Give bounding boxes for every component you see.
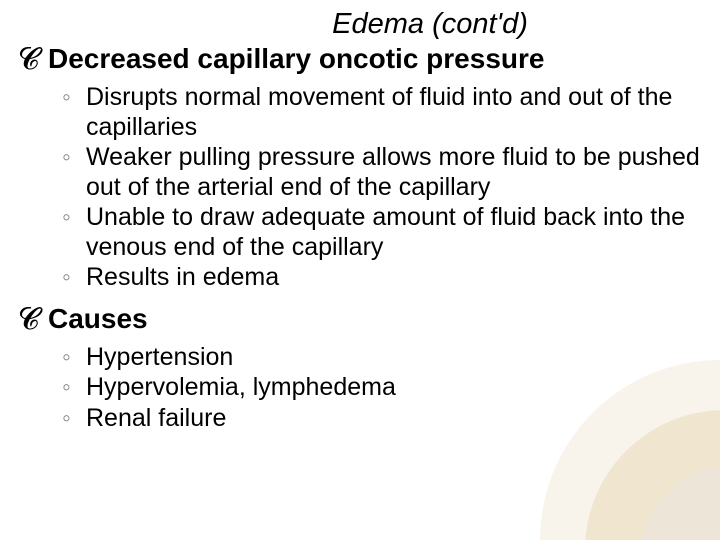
list-item-text: Weaker pulling pressure allows more flui… [86, 143, 700, 201]
list-item: Weaker pulling pressure allows more flui… [62, 143, 702, 202]
section-1-list: Disrupts normal movement of fluid into a… [18, 83, 702, 293]
section-2-list: Hypertension Hypervolemia, lymphedema Re… [18, 343, 702, 434]
list-item-text: Unable to draw adequate amount of fluid … [86, 203, 685, 261]
section-2-heading: 𝓒 Causes [18, 303, 702, 335]
list-item: Unable to draw adequate amount of fluid … [62, 203, 702, 262]
section-2-heading-text: Causes [48, 303, 148, 334]
list-item: Results in edema [62, 263, 702, 293]
list-item-text: Hypertension [86, 343, 233, 371]
list-item: Disrupts normal movement of fluid into a… [62, 83, 702, 142]
list-item: Hypertension [62, 343, 702, 373]
section-1-heading-text: Decreased capillary oncotic pressure [48, 43, 544, 74]
list-item-text: Disrupts normal movement of fluid into a… [86, 83, 672, 141]
section-1-heading: 𝓒 Decreased capillary oncotic pressure [18, 43, 702, 75]
slide: Edema (cont'd) 𝓒 Decreased capillary onc… [0, 0, 720, 540]
list-item-text: Results in edema [86, 263, 279, 291]
list-item-text: Renal failure [86, 404, 226, 432]
list-item-text: Hypervolemia, lymphedema [86, 373, 396, 401]
bullet-curl-icon: 𝓒 [18, 303, 39, 337]
list-item: Renal failure [62, 404, 702, 434]
slide-title: Edema (cont'd) [158, 8, 702, 41]
bullet-curl-icon: 𝓒 [18, 43, 39, 77]
list-item: Hypervolemia, lymphedema [62, 373, 702, 403]
